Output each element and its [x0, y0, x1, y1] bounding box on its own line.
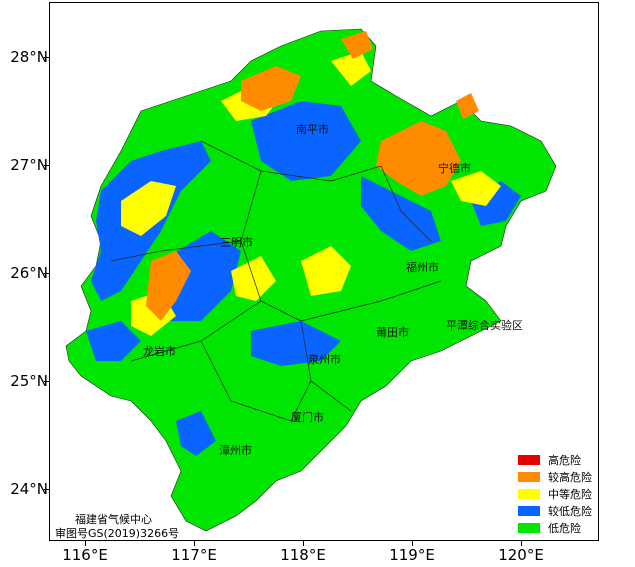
legend-swatch-high — [518, 455, 540, 465]
lon-tick — [85, 541, 86, 546]
city-label-quanzhou: 泉州市 — [308, 353, 341, 366]
lat-tick — [44, 381, 49, 382]
map-frame — [49, 2, 599, 541]
lat-label-25: 25°N — [10, 372, 48, 390]
hazard-patch-lower — [251, 101, 361, 181]
lon-tick — [412, 541, 413, 546]
hazard-patch-medium — [451, 171, 501, 206]
fujian-hazard-map — [65, 28, 557, 532]
lon-label-120: 120°E — [498, 546, 544, 564]
lat-tick — [44, 489, 49, 490]
lat-tick — [44, 165, 49, 166]
hazard-patch-higher — [341, 31, 373, 59]
legend-swatch-low — [518, 523, 540, 533]
lat-tick — [44, 57, 49, 58]
lon-label-116: 116°E — [62, 546, 108, 564]
lat-label-28: 28°N — [10, 48, 48, 66]
lon-label-118: 118°E — [280, 546, 326, 564]
hazard-patch-medium — [331, 51, 371, 86]
legend-label: 较低危险 — [548, 505, 592, 518]
legend-label: 低危险 — [548, 522, 581, 535]
legend-swatch-higher — [518, 472, 540, 482]
city-label-xiamen: 厦门市 — [291, 411, 324, 424]
lon-label-117: 117°E — [171, 546, 217, 564]
hazard-patch-higher — [456, 93, 479, 119]
hazard-patch-lower — [176, 411, 216, 456]
hazard-patch-higher — [241, 66, 301, 111]
hazard-patch-higher — [376, 121, 461, 196]
hazard-patch-medium — [121, 181, 176, 236]
hazard-patch-higher — [146, 251, 191, 321]
legend-swatch-lower — [518, 506, 540, 516]
legend-label: 中等危险 — [548, 488, 592, 501]
lon-label-119: 119°E — [389, 546, 435, 564]
lon-tick — [303, 541, 304, 546]
hazard-patch-lower — [471, 181, 521, 226]
hazard-patch-lower — [86, 321, 141, 361]
city-label-fuzhou: 福州市 — [406, 261, 439, 274]
city-label-sanming: 三明市 — [220, 236, 253, 249]
lat-label-27: 27°N — [10, 156, 48, 174]
hazard-patch-lower — [251, 321, 341, 366]
credit-approval-number: 审图号GS(2019)3266号 — [55, 527, 180, 540]
lat-label-26: 26°N — [10, 264, 48, 282]
hazard-patch-lower — [361, 176, 441, 251]
prefecture-boundary — [110, 140, 442, 422]
credit-org: 福建省气候中心 — [75, 513, 152, 526]
lon-tick — [194, 541, 195, 546]
lon-tick — [521, 541, 522, 546]
city-label-nanping: 南平市 — [296, 123, 329, 136]
legend-swatch-medium — [518, 489, 540, 499]
legend-label: 较高危险 — [548, 471, 592, 484]
city-label-pingtan: 平潭综合实验区 — [446, 319, 523, 332]
city-label-ningde: 宁德市 — [438, 162, 471, 175]
lat-label-24: 24°N — [10, 480, 48, 498]
city-label-zhangzhou: 漳州市 — [219, 444, 252, 457]
city-label-longyan: 龙岩市 — [143, 345, 176, 358]
city-label-putian: 莆田市 — [376, 326, 409, 339]
lat-tick — [44, 273, 49, 274]
legend-label: 高危险 — [548, 454, 581, 467]
hazard-patch-medium — [301, 246, 351, 296]
